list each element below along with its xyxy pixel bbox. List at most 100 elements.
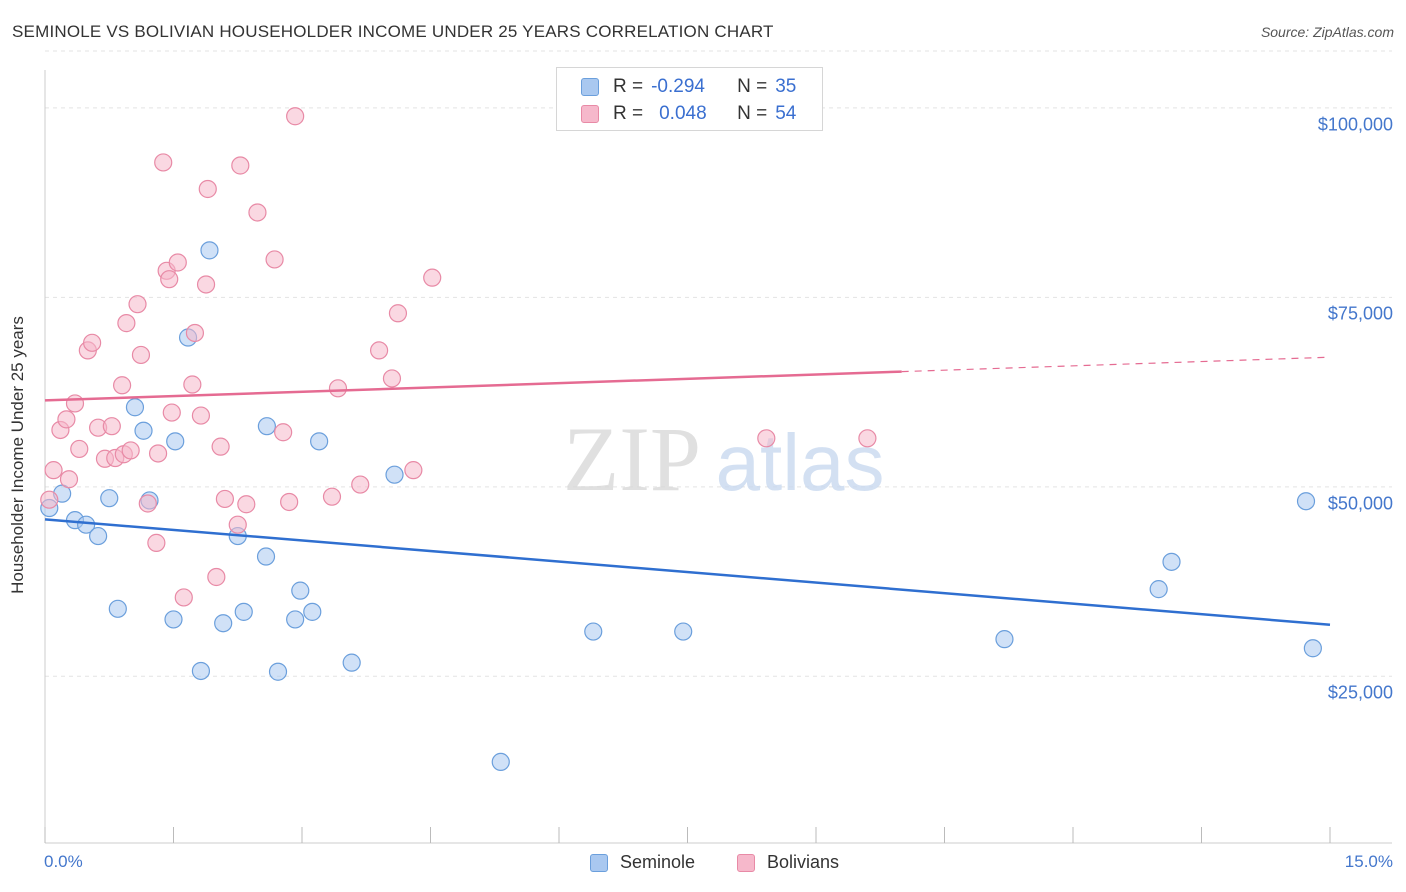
seminole-point: [303, 602, 322, 621]
seminole-point: [674, 622, 693, 641]
bolivians-point: [131, 345, 151, 365]
seminole-point: [134, 421, 153, 440]
y-tick-label: $75,000: [1327, 303, 1393, 324]
bolivians-point: [265, 250, 284, 269]
seminole-point: [256, 547, 276, 566]
seminole-point: [491, 752, 510, 772]
bolivians-point: [183, 375, 202, 394]
bolivians-point: [198, 179, 217, 199]
seminole-point: [1303, 639, 1322, 658]
gridlines: [45, 50, 1392, 677]
bolivians-point: [44, 461, 63, 480]
seminole-point: [584, 622, 603, 641]
legend-r-value: 0.048: [659, 103, 707, 124]
bolivians-point: [237, 495, 256, 514]
bottom-legend-swatch-bolivians: [737, 853, 755, 872]
legend-row-bolivians: R = 0.048 N = 54: [581, 102, 796, 126]
y-tick-label: $50,000: [1327, 493, 1393, 514]
seminole-point: [1162, 552, 1181, 571]
seminole-point: [342, 653, 361, 672]
bolivians-point: [382, 369, 402, 388]
seminole-point: [191, 661, 211, 681]
seminole-point: [166, 432, 185, 451]
legend-row-seminole: R = -0.294 N = 35: [581, 75, 796, 99]
watermark-atlas: atlas: [716, 418, 885, 507]
bolivians-point: [59, 470, 79, 489]
bottom-legend-seminole: Seminole: [590, 852, 695, 873]
seminole-point: [234, 602, 253, 621]
bottom-legend-label-bolivians: Bolivians: [767, 852, 840, 872]
bolivians-point: [162, 403, 181, 422]
bolivians-point: [757, 429, 776, 448]
seminole-point: [995, 630, 1014, 649]
bolivians-point: [117, 314, 136, 333]
seminole-point: [164, 610, 183, 629]
bottom-legend-label-seminole: Seminole: [620, 852, 696, 872]
bolivians-point: [160, 270, 179, 289]
seminole-point: [1149, 580, 1168, 599]
x-tick-max: 15.0%: [1344, 852, 1393, 871]
legend-r-label: R =: [613, 76, 644, 97]
seminole-trend-line: [44, 518, 1331, 626]
seminole-point: [108, 599, 127, 618]
bolivians-trend-line-extension: [901, 356, 1331, 373]
legend-n-value: 54: [775, 103, 797, 124]
seminole-point: [89, 526, 108, 546]
legend-n-label: N =: [737, 76, 768, 97]
bolivians-point: [423, 268, 442, 287]
bolivians-point: [280, 492, 299, 512]
bolivians-point: [57, 410, 76, 429]
seminole-point: [100, 489, 119, 508]
bolivians-point: [322, 487, 342, 506]
bolivians-point: [174, 588, 193, 607]
seminole-point: [214, 614, 233, 633]
seminole-point: [291, 581, 310, 600]
bolivians-point: [388, 304, 408, 323]
seminole-point: [268, 662, 288, 681]
bolivians-point: [231, 156, 250, 175]
watermark: ZIP atlas: [563, 408, 884, 510]
bolivians-point: [207, 567, 226, 587]
bolivians-point: [211, 437, 230, 456]
bolivians-point: [112, 376, 132, 395]
bolivians-point: [121, 441, 140, 460]
bolivians-point: [128, 295, 147, 314]
bolivians-point: [147, 533, 166, 552]
y-tick-label: $25,000: [1327, 682, 1393, 703]
bolivians-point: [248, 203, 267, 222]
source-credit: Source: ZipAtlas.com: [1260, 24, 1394, 40]
seminole-point: [310, 432, 329, 451]
bolivians-point: [154, 153, 173, 172]
bolivians-point: [168, 253, 187, 272]
bolivians-point: [65, 394, 85, 413]
y-tick-label: $100,000: [1317, 114, 1393, 135]
bolivians-point: [83, 333, 102, 352]
seminole-point: [125, 398, 145, 417]
legend-r-value: -0.294: [651, 76, 705, 97]
seminole-point: [257, 417, 276, 436]
bolivians-point: [228, 515, 247, 534]
bolivians-point: [328, 379, 348, 398]
bolivians-trend-line: [44, 370, 902, 402]
bolivians-point: [858, 429, 877, 448]
bolivians-point: [148, 444, 168, 463]
legend-r-label: R =: [613, 103, 644, 124]
bolivians-point: [191, 406, 211, 425]
legend-swatch-seminole: [581, 78, 599, 96]
seminole-point: [385, 465, 404, 484]
correlation-legend: R = -0.294 N = 35 R = 0.048 N = 54: [556, 67, 823, 131]
chart-title: SEMINOLE VS BOLIVIAN HOUSEHOLDER INCOME …: [12, 22, 774, 41]
seminole-point: [286, 610, 305, 629]
trend-lines: [44, 356, 1331, 626]
bolivians-point: [370, 341, 389, 360]
bolivians-point: [215, 489, 234, 509]
axes: [44, 70, 1392, 844]
bolivians-point: [351, 475, 370, 494]
legend-swatch-bolivians: [581, 105, 599, 123]
bolivians-point: [274, 423, 293, 442]
seminole-point: [200, 241, 219, 260]
bolivians-point: [404, 461, 423, 480]
bolivians-point: [40, 490, 59, 509]
legend-n-value: 35: [775, 76, 797, 97]
